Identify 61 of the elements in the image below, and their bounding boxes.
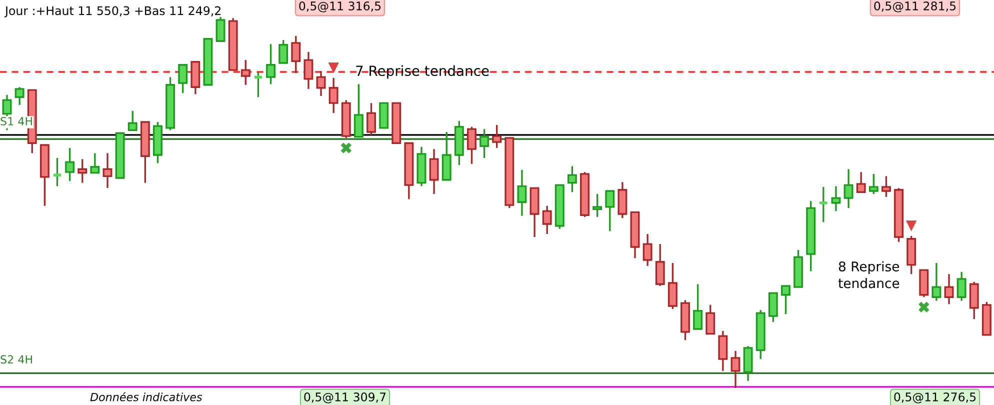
text: 0,5@11 309,7 — [304, 392, 386, 404]
candlestick — [304, 51, 314, 90]
candlestick — [932, 262, 942, 302]
ref-line-label: S1 4H — [0, 117, 32, 126]
candlestick — [730, 350, 740, 388]
candlestick — [354, 83, 364, 138]
candlestick — [856, 171, 866, 193]
candlestick — [655, 243, 665, 287]
candlestick — [216, 17, 226, 43]
candlestick — [944, 273, 954, 305]
candlestick — [128, 110, 138, 131]
point — [340, 142, 352, 154]
candlestick — [969, 281, 979, 320]
candlestick — [718, 330, 728, 372]
candlestick — [240, 59, 250, 86]
point — [918, 302, 930, 312]
candlestick — [328, 77, 338, 114]
annotation: 7 Reprise tendance — [356, 65, 489, 79]
candlestick — [831, 185, 841, 212]
text: 0,5@11 316,5 — [299, 1, 381, 12]
text: 0,5@11 281,5 — [874, 1, 956, 12]
candlestick — [605, 190, 615, 232]
candlestick — [706, 304, 716, 335]
candlestick — [14, 86, 24, 106]
candlestick — [102, 152, 112, 189]
candlestick — [693, 283, 703, 330]
candlestick — [291, 35, 301, 74]
candlestick — [868, 173, 878, 195]
candlestick — [78, 158, 88, 184]
candlestick — [881, 175, 891, 198]
candlestick — [844, 168, 854, 209]
candlestick — [316, 70, 326, 97]
candlestick — [517, 169, 527, 217]
candlestick — [266, 43, 276, 85]
text: 0,5@11 276,5 — [894, 392, 976, 404]
candlestick — [65, 147, 75, 182]
candlestick — [278, 39, 288, 64]
candlestick — [52, 157, 63, 188]
candlestick — [178, 64, 188, 94]
candlestick — [818, 186, 829, 223]
chart-title: Jour :+Haut 11 550,3 +Bas 11 249,2 — [4, 6, 220, 18]
candlestick — [466, 126, 476, 165]
candlestick — [90, 152, 100, 174]
point — [328, 62, 339, 74]
ref-line-label: S2 4H — [0, 355, 32, 364]
candlestick — [252, 71, 264, 98]
candlestick — [480, 128, 490, 159]
text: Données indicatives — [90, 392, 202, 402]
candlestick — [366, 102, 376, 136]
candlestick — [592, 193, 602, 218]
candlestick — [542, 205, 552, 235]
point — [906, 220, 917, 232]
candlestick — [956, 271, 966, 302]
candlestick — [780, 285, 790, 316]
candlestick — [768, 292, 778, 323]
candlestick — [567, 165, 577, 193]
candlestick — [429, 148, 439, 195]
candlestick — [642, 233, 652, 267]
candlestick — [668, 262, 678, 310]
candlestick — [492, 124, 502, 149]
annotation: 8 Reprise tendance — [838, 261, 900, 288]
